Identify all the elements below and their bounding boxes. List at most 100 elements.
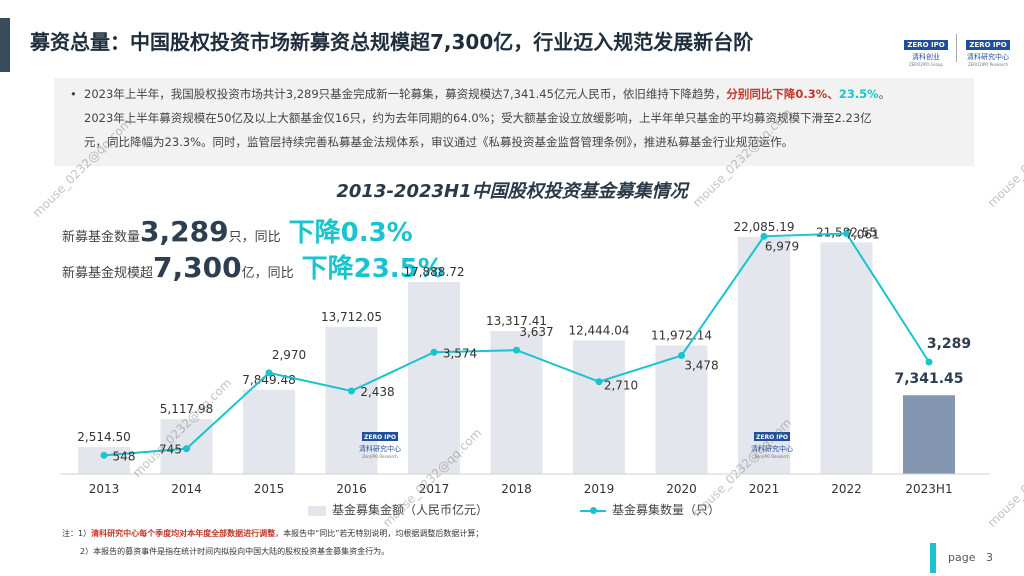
title-accent-bar	[0, 18, 10, 72]
summary-line-2: 2023年上半年募资规模在50亿及以上大额基金仅16只，约为去年同期的64.0%…	[84, 111, 872, 125]
count-point	[348, 387, 355, 395]
logo-badge: ZERO IPO	[966, 40, 1010, 50]
footnote-1-rest: ，本报告中“同比”若无特别说明，均根据调整后数据计算；	[275, 529, 484, 538]
bar	[325, 326, 378, 474]
count-value-label: 2,438	[360, 385, 394, 399]
bar-value-label: 2,514.50	[77, 430, 130, 444]
bar	[903, 395, 955, 474]
page-number-text: page 3	[948, 551, 993, 564]
count-value-label: 7,061	[845, 228, 879, 242]
legend-line: 基金募集数量（只）	[580, 501, 720, 518]
kpi-count-label: 新募基金数量	[62, 230, 141, 245]
kpi-fund-count: 新募基金数量3,289只，同比 下降0.3%	[62, 212, 413, 249]
bar-value-label: 5,117.98	[160, 402, 213, 416]
legend-bar-label: 基金募集金额（人民币亿元）	[332, 503, 489, 517]
count-point	[925, 358, 933, 366]
count-value-label: 2,970	[272, 348, 306, 362]
bar-value-label: 17,888.72	[403, 265, 464, 279]
x-tick-label: 2021	[749, 482, 780, 496]
chart-badge-bg	[362, 432, 398, 441]
x-tick-label: 2013	[89, 482, 120, 496]
bar-value-label: 7,341.45	[894, 371, 963, 387]
x-tick-label: 2022	[831, 482, 862, 496]
x-tick-label: 2020	[666, 482, 697, 496]
chart-badge-text: ZERO IPO	[756, 434, 788, 441]
bar-value-label: 11,972.14	[651, 329, 712, 343]
count-value-label: 3,289	[927, 336, 971, 352]
count-point	[100, 451, 108, 459]
summary-line-1: • 2023年上半年，我国股权投资市场共计3,289只基金完成新一轮募集，募资规…	[68, 82, 960, 106]
count-value-label: 3,637	[519, 325, 553, 339]
x-tick-label: 2015	[254, 482, 285, 496]
count-value-label: 6,979	[765, 239, 799, 253]
page-number: page 3	[930, 543, 1016, 573]
page-title: 募资总量：中国股权投资市场新募资总规模超7,300亿，行业迈入规范发展新台阶	[30, 30, 754, 54]
page-number-value: 3	[985, 551, 993, 564]
count-point	[678, 352, 685, 360]
summary-highlight-teal: 23.5%	[838, 87, 879, 101]
bar	[408, 282, 460, 474]
legend-bar: 基金募集金额（人民币亿元）	[308, 501, 488, 518]
kpi-scale-label: 新募基金规模超	[62, 266, 154, 281]
chart-badge-bg	[754, 432, 790, 441]
chart-badge-en: ZeroIPO Research	[754, 454, 790, 459]
summary-line-3: 元，同比降幅为23.3%。同时，监管层持续完善私募基金法规体系，审议通过《私募投…	[84, 135, 794, 149]
count-point	[595, 378, 603, 386]
count-point	[843, 230, 850, 238]
page-tab	[930, 543, 936, 573]
summary-box: • 2023年上半年，我国股权投资市场共计3,289只基金完成新一轮募集，募资规…	[54, 78, 974, 166]
bar-value-label: 22,085.19	[733, 220, 794, 234]
count-value-label: 548	[113, 449, 136, 463]
bar	[243, 389, 295, 474]
bar	[820, 242, 873, 474]
summary-text-1: 2023年上半年，我国股权投资市场共计3,289只基金完成新一轮募集，募资规模达…	[84, 87, 727, 101]
kpi-count-unit: 只，同比	[228, 230, 281, 245]
chart-title: 2013-2023H1中国股权投资基金募集情况	[336, 181, 688, 202]
bullet: •	[70, 87, 77, 101]
kpi-scale-change: 下降23.5%	[301, 254, 444, 284]
x-tick-label: 2019	[584, 482, 615, 496]
header-logos: ZERO IPO 清科创业 ZERO2IPO Group ZERO IPO 清科…	[898, 32, 1016, 67]
kpi-fund-scale: 新募基金规模超7,300亿，同比 下降23.5%	[62, 248, 444, 285]
x-tick-label: 2018	[501, 482, 532, 496]
bar	[78, 447, 130, 474]
x-tick-label: 2017	[419, 482, 450, 496]
count-point	[760, 232, 768, 240]
footnote-1-highlight: 清科研究中心每个季度均对本年度全部数据进行调整	[91, 529, 276, 538]
summary-highlight-red: 分别同比下降0.3%、	[726, 87, 839, 101]
footnote-1-prefix: 注：1）	[62, 529, 92, 538]
footnote-1: 注：1）清科研究中心每个季度均对本年度全部数据进行调整，本报告中“同比”若无特别…	[62, 528, 483, 539]
footnote-2: 2）本报告的募资事件是指在统计时间内拟投向中国大陆的股权投资基金募集资金行为。	[80, 547, 390, 556]
page-label: page	[948, 551, 976, 564]
chart-badge-cn: 清科研究中心	[751, 444, 793, 453]
legend-line-swatch	[580, 506, 606, 514]
legend-line-label: 基金募集数量（只）	[612, 503, 721, 517]
x-tick-label: 2014	[171, 482, 202, 496]
logo-badge: ZERO IPO	[904, 40, 948, 50]
legend-bar-swatch	[308, 505, 326, 516]
bar	[490, 331, 543, 474]
count-value-label: 2,710	[604, 379, 638, 393]
chart-badge-text: ZERO IPO	[364, 434, 396, 441]
logo-cn: 清科研究中心	[967, 53, 1009, 61]
count-value-label: 3,574	[443, 346, 477, 360]
bar	[655, 345, 708, 474]
zero2ipo-research-logo: ZERO IPO 清科研究中心 ZERO2IPO Research	[960, 32, 1016, 67]
logo-cn: 清科创业	[912, 53, 940, 61]
count-value-label: 745	[159, 443, 182, 457]
chart-badge-en: ZeroIPO Research	[362, 454, 398, 459]
kpi-count-change: 下降0.3%	[288, 218, 413, 248]
zero2ipo-group-logo: ZERO IPO 清科创业 ZERO2IPO Group	[898, 32, 954, 67]
bar	[573, 340, 625, 474]
bar-value-label: 13,317.41	[486, 314, 547, 328]
logo-en: ZERO2IPO Group	[909, 62, 943, 67]
count-value-label: 3,478	[684, 359, 718, 373]
logo-divider	[956, 34, 957, 62]
count-point	[513, 346, 520, 354]
bar-value-label: 12,444.04	[568, 323, 629, 337]
kpi-scale-value: 7,300	[153, 251, 242, 284]
count-point	[183, 445, 190, 453]
summary-text-end: 。	[878, 87, 891, 101]
kpi-count-value: 3,289	[140, 215, 229, 248]
